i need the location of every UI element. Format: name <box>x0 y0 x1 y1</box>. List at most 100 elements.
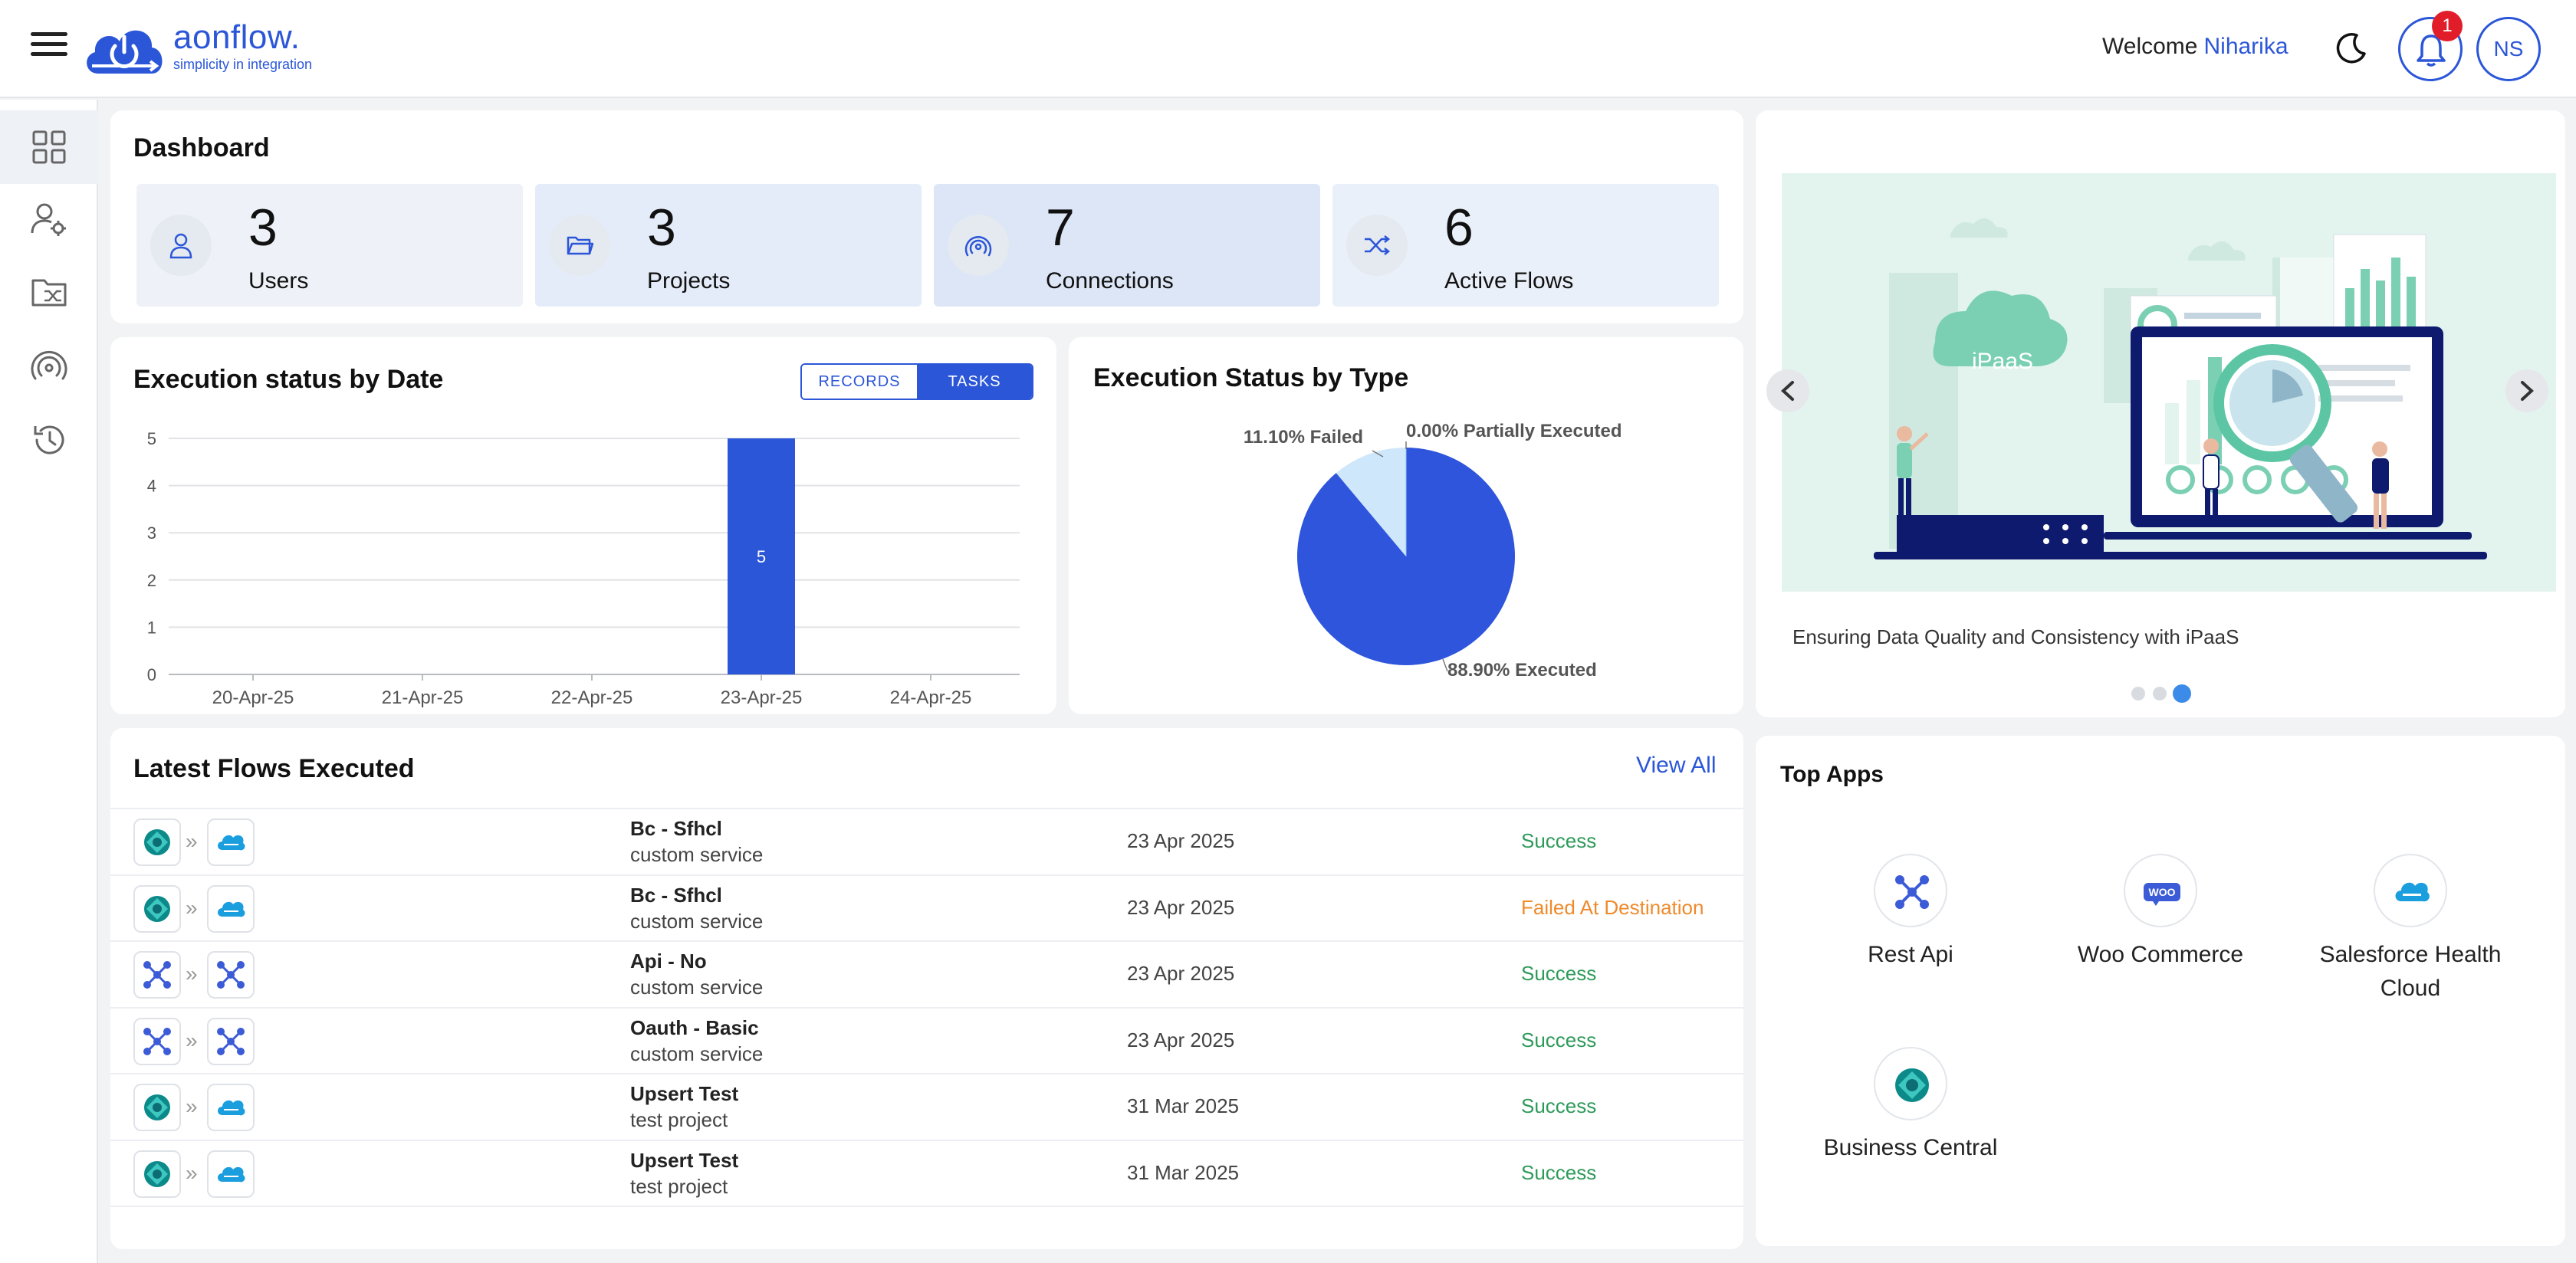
stat-active-flows-label: Active Flows <box>1444 268 1574 294</box>
carousel-dot-2[interactable] <box>2153 687 2167 700</box>
flow-name: Bc - Sfhcl <box>630 883 722 907</box>
destination-app <box>207 1017 255 1065</box>
y-tick-label: 0 <box>147 665 156 684</box>
table-row[interactable]: » Bc - Sfhcl custom service 23 Apr 2025 Succ… <box>110 808 1743 874</box>
sidebar-item-connections[interactable] <box>0 330 98 403</box>
table-row[interactable]: » Api - No custom service 23 Apr 2025 Succes… <box>110 940 1743 1006</box>
carousel-card: iPaaS <box>1756 110 2565 717</box>
stat-icon-wrap <box>549 215 610 276</box>
flow-status: Success <box>1521 962 1597 985</box>
execution-pie-chart: 88.90% Executed 11.10% Failed 0.00% Partia… <box>1244 421 1622 681</box>
stat-active-flows-value: 6 <box>1444 198 1474 257</box>
ipaas-illustration-icon: iPaaS <box>1782 173 2556 592</box>
top-app-business-central[interactable]: Business Central <box>1796 1047 2026 1165</box>
latest-flows-card: Latest Flows Executed View All » Bc - Sfh… <box>110 728 1743 1249</box>
connections-icon <box>31 350 67 380</box>
destination-app <box>207 1084 255 1131</box>
shuffle-icon <box>1365 235 1391 255</box>
stat-connections[interactable]: 7 Connections <box>934 184 1320 307</box>
y-tick-label: 1 <box>147 618 156 637</box>
brand-name: aonflow. <box>173 18 301 56</box>
ipaas-label: iPaaS <box>1972 349 2033 374</box>
flow-date: 31 Mar 2025 <box>1127 1094 1239 1117</box>
top-apps-title: Top Apps <box>1780 762 1884 787</box>
salesforce-icon <box>218 1166 245 1182</box>
y-tick-label: 2 <box>147 571 156 590</box>
destination-app <box>207 818 255 866</box>
flow-project: custom service <box>630 976 764 999</box>
tasks-toggle-button[interactable]: TASKS <box>917 365 1032 399</box>
sidebar-item-history[interactable] <box>0 403 98 477</box>
top-app-rest-api[interactable]: Rest Api <box>1796 854 2026 972</box>
flow-name: Bc - Sfhcl <box>630 817 722 840</box>
pie-label: 0.00% Partially Executed <box>1406 421 1622 441</box>
flow-project: test project <box>630 1108 728 1131</box>
dashboard-icon <box>32 130 66 164</box>
source-app <box>133 818 181 866</box>
pie-label: 88.90% Executed <box>1447 660 1597 681</box>
rest-api-icon <box>143 1027 171 1055</box>
top-app-name: Rest Api <box>1868 942 1953 967</box>
avatar[interactable]: NS <box>2476 17 2541 81</box>
stat-active-flows[interactable]: 6 Active Flows <box>1332 184 1719 307</box>
flow-date: 23 Apr 2025 <box>1127 962 1235 985</box>
table-row[interactable]: » Oauth - Basic custom service 23 Apr 2025 S… <box>110 1006 1743 1073</box>
y-tick-label: 4 <box>147 477 156 496</box>
stat-projects[interactable]: 3 Projects <box>535 184 922 307</box>
flow-status: Success <box>1521 1028 1597 1051</box>
top-apps-card: Top Apps Rest Api WOO Woo Commerce <box>1756 736 2565 1246</box>
stat-icon-wrap <box>1346 215 1408 276</box>
pie-label: 11.10% Failed <box>1244 427 1363 448</box>
dashboard-card: Dashboard 3 Users 3 Projects 7 <box>110 110 1743 323</box>
rest-api-icon <box>143 961 171 989</box>
bar-value-label: 5 <box>757 547 766 566</box>
menu-icon[interactable] <box>31 32 67 63</box>
sidebar-item-dashboard[interactable] <box>0 110 98 184</box>
top-app-salesforce-health-cloud[interactable]: Salesforce Health Cloud <box>2295 854 2525 1005</box>
salesforce-icon <box>218 1100 245 1116</box>
source-app <box>133 1150 181 1198</box>
pie-slice-failed[interactable] <box>1336 448 1406 556</box>
table-row[interactable]: » Bc - Sfhcl custom service 23 Apr 2025 Fail… <box>110 874 1743 940</box>
folder-flows-icon <box>31 279 67 307</box>
table-row[interactable]: » Upsert Test test project 31 Mar 2025 Succe… <box>110 1073 1743 1139</box>
double-chevron-icon: » <box>186 829 198 853</box>
bar-23-Apr-25[interactable] <box>728 438 795 674</box>
records-toggle-button[interactable]: RECORDS <box>802 365 917 399</box>
app-icon-wrap <box>1874 854 1947 927</box>
history-icon <box>34 425 64 454</box>
stat-users[interactable]: 3 Users <box>136 184 523 307</box>
double-chevron-icon: » <box>186 962 198 986</box>
flow-date: 23 Apr 2025 <box>1127 895 1235 919</box>
sidebar-item-users[interactable] <box>0 182 98 256</box>
business-central-icon <box>144 1160 170 1187</box>
moon-icon[interactable] <box>2334 31 2369 66</box>
x-tick-label: 22-Apr-25 <box>551 687 633 708</box>
carousel-next-button[interactable] <box>2505 369 2548 412</box>
carousel-dot-1[interactable] <box>2131 687 2145 700</box>
top-app-woo-commerce[interactable]: WOO Woo Commerce <box>2045 854 2275 972</box>
source-app <box>133 1084 181 1131</box>
welcome-message: Welcome Niharika <box>2102 34 2288 60</box>
app-icon-wrap: WOO <box>2124 854 2197 927</box>
view-all-link[interactable]: View All <box>1636 753 1717 778</box>
sidebar-item-flows[interactable] <box>0 256 98 330</box>
execution-bar-chart: 0 1 2 3 4 5 20-Apr-25 21-Apr-25 22-Apr-25 23-Apr-… <box>147 429 1020 708</box>
y-tick-label: 5 <box>147 429 156 448</box>
exec-by-date-title: Execution status by Date <box>133 365 444 394</box>
carousel-prev-button[interactable] <box>1766 369 1809 412</box>
stat-projects-label: Projects <box>647 268 731 294</box>
destination-app <box>207 884 255 933</box>
double-chevron-icon: » <box>186 895 198 920</box>
business-central-icon <box>144 829 170 855</box>
flow-project: custom service <box>630 909 764 933</box>
exec-by-type-title: Execution Status by Type <box>1093 363 1409 392</box>
brand: aonflow. simplicity in integration <box>173 18 312 73</box>
woo-icon-text: WOO <box>2149 886 2176 898</box>
top-header: aonflow. simplicity in integration Welco… <box>0 0 2576 98</box>
table-row[interactable]: » Upsert Test test project 31 Mar 2025 Succe… <box>110 1139 1743 1206</box>
carousel-illustration: iPaaS <box>1782 173 2556 592</box>
business-central-icon <box>1895 1068 1929 1102</box>
carousel-dot-3[interactable] <box>2173 684 2191 703</box>
x-tick-label: 20-Apr-25 <box>212 687 294 708</box>
